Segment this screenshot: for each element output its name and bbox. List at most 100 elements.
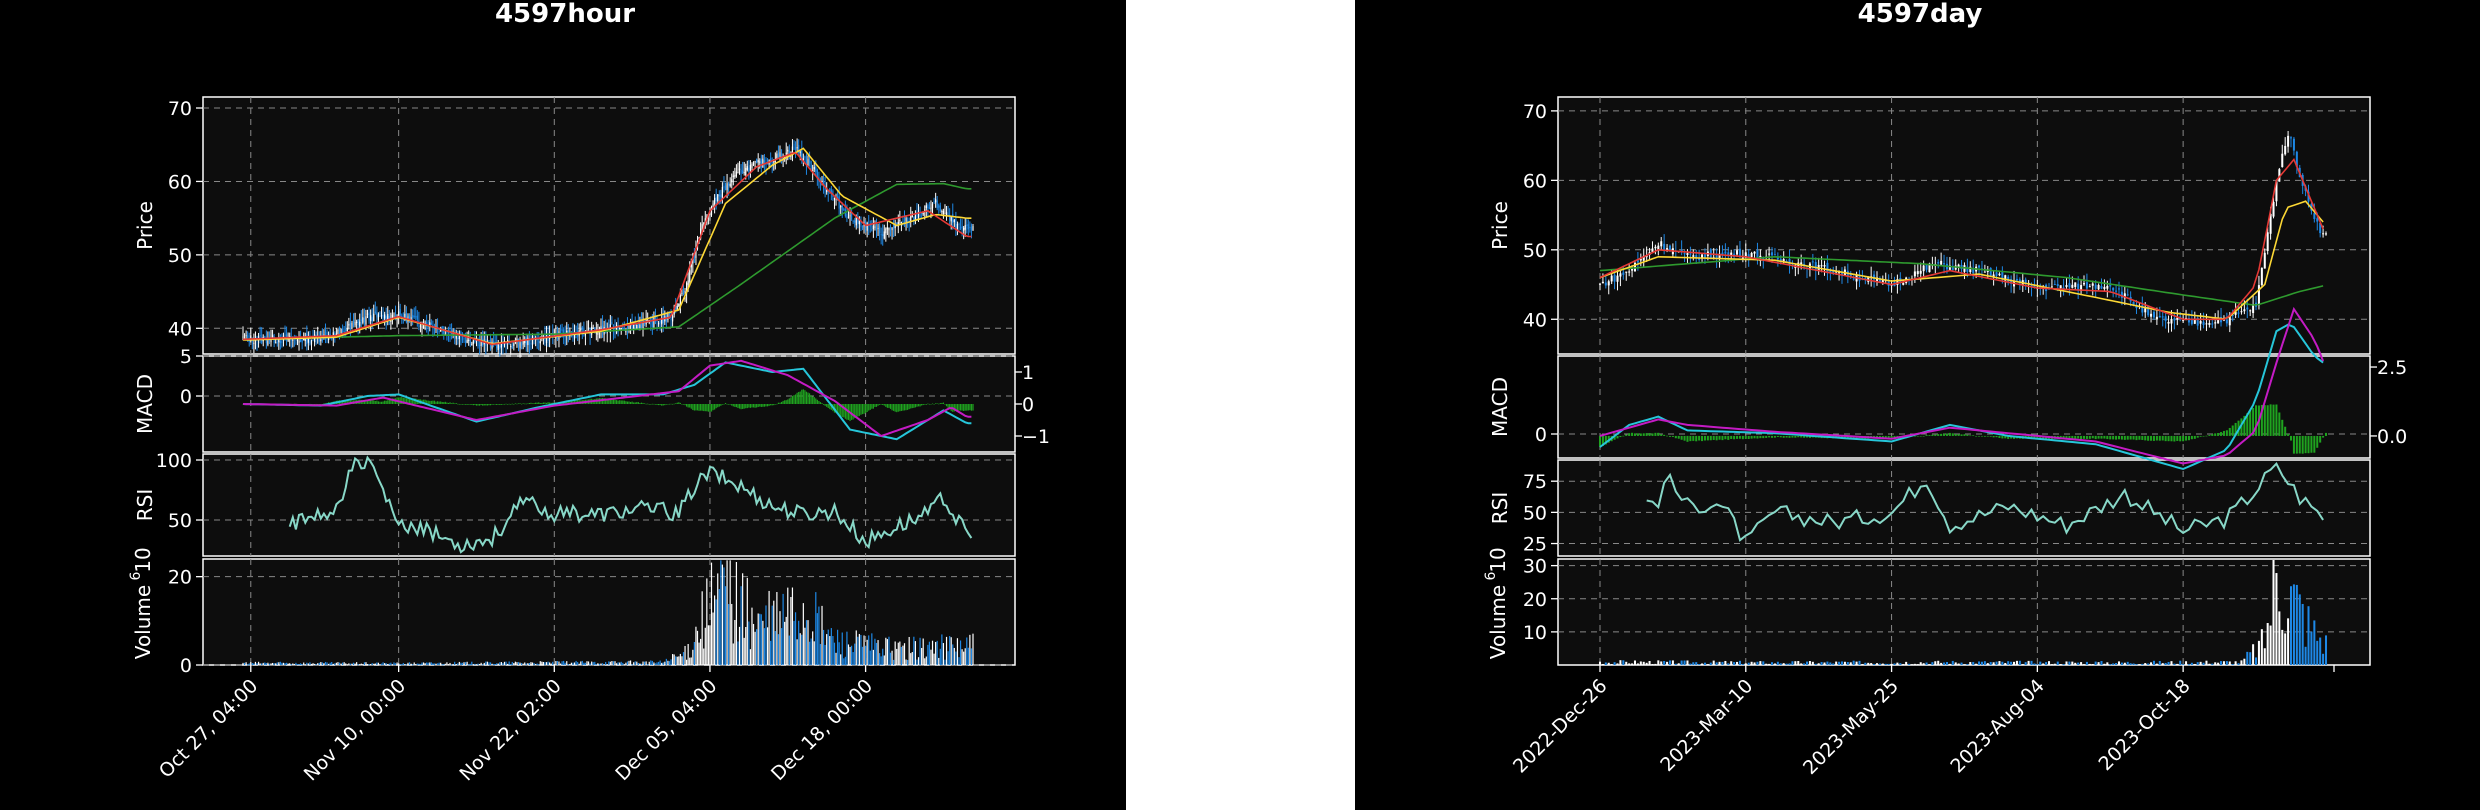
volume-bar <box>1884 663 1887 665</box>
macd-histogram-bar <box>2266 405 2269 436</box>
macd-histogram-bar <box>911 404 913 409</box>
macd-histogram-bar <box>774 404 776 405</box>
volume-exponent-power: 6 <box>1483 571 1499 580</box>
volume-bar <box>1677 663 1680 665</box>
macd-histogram-bar <box>1978 435 1981 437</box>
volume-bar <box>2234 661 2237 665</box>
candle-body <box>740 169 742 174</box>
volume-bar <box>580 661 582 665</box>
volume-bar <box>858 633 860 665</box>
volume-bar <box>1712 660 1715 665</box>
macd-histogram-bar <box>611 399 613 404</box>
candle-body <box>559 328 562 331</box>
candle-body <box>363 317 366 323</box>
macd-histogram-bar <box>2071 435 2074 439</box>
volume-bar <box>1645 662 1648 665</box>
candle-body <box>899 220 901 222</box>
candle-body <box>2053 284 2056 286</box>
price-ytick-label: 50 <box>1523 240 1547 262</box>
candle-body <box>802 158 804 161</box>
candle-body <box>492 341 495 345</box>
candle-body <box>324 331 327 335</box>
macd-histogram-bar <box>2068 435 2071 439</box>
macd-histogram-bar <box>916 404 918 407</box>
volume-bar <box>2033 663 2036 665</box>
macd-histogram-bar <box>665 404 667 405</box>
candle-body <box>944 213 946 215</box>
candle-body <box>1875 277 1879 283</box>
candle-body <box>1753 251 1756 254</box>
volume-bar <box>2167 661 2170 665</box>
volume-bar <box>1922 663 1925 665</box>
candle-body <box>371 317 373 322</box>
candle-body <box>2284 145 2287 155</box>
macd-histogram-bar <box>865 404 867 413</box>
macd-histogram-bar <box>907 404 909 410</box>
candle-body <box>321 338 323 341</box>
candle-body <box>2100 286 2103 289</box>
candle-body <box>1835 271 1838 273</box>
volume-bar <box>886 639 888 665</box>
candle-body <box>478 344 481 346</box>
macd-histogram-bar <box>1663 434 1666 436</box>
volume-exponent-base: 10 <box>1486 547 1510 572</box>
candle-body <box>1663 243 1666 250</box>
macd-histogram-bar <box>542 402 545 404</box>
volume-bar <box>631 664 633 666</box>
candle-body <box>729 183 731 187</box>
volume-bar <box>2141 663 2144 665</box>
macd-histogram-bar <box>606 398 608 404</box>
macd-histogram-bar <box>2103 435 2106 439</box>
macd-histogram-bar <box>1706 435 1709 441</box>
candle-body <box>710 207 713 216</box>
candle-body <box>349 322 351 327</box>
volume-bar <box>385 663 387 665</box>
price-axis-label: Price <box>133 201 157 250</box>
volume-bar <box>875 642 878 665</box>
chart-title: 4597day <box>1858 0 1983 29</box>
volume-bar <box>1803 663 1806 665</box>
volume-bar <box>770 640 772 665</box>
macd-histogram-bar <box>1718 435 1721 440</box>
volume-bar <box>2109 664 2112 666</box>
candle-body <box>1773 254 1776 256</box>
macd-histogram-bar <box>964 404 966 411</box>
macd-histogram-bar <box>1651 433 1654 436</box>
candle-body <box>2126 294 2129 296</box>
volume-bar <box>2304 646 2307 665</box>
candle-body <box>2088 286 2091 288</box>
macd-histogram-bar <box>840 404 842 416</box>
volume-bar <box>815 592 817 665</box>
volume-bar <box>416 663 418 665</box>
x-tick-label: 2023-Mar-10 <box>1656 675 1757 776</box>
volume-bar <box>273 663 275 665</box>
macd-histogram-bar <box>572 400 574 404</box>
candle-body <box>538 341 540 343</box>
macd-histogram-bar <box>664 404 666 406</box>
macd-histogram-bar <box>1998 435 2001 439</box>
macd-histogram-bar <box>745 404 747 409</box>
macd-histogram-bar <box>346 399 348 404</box>
volume-bar <box>712 612 714 665</box>
candle-body <box>412 315 414 318</box>
volume-bar <box>2007 661 2010 665</box>
candle-body <box>1925 264 1928 270</box>
candle-body <box>779 152 781 157</box>
volume-bar <box>625 662 627 665</box>
volume-bar <box>295 662 297 665</box>
macd-histogram-bar <box>966 404 968 411</box>
volume-bar <box>1636 663 1639 665</box>
macd-histogram-bar <box>763 404 766 407</box>
macd-histogram-bar <box>749 404 752 408</box>
volume-bar <box>798 620 800 665</box>
volume-bar <box>2193 663 2196 665</box>
volume-bar <box>507 663 509 665</box>
price-ytick-label: 70 <box>168 98 192 120</box>
macd-histogram-bar <box>1686 435 1689 442</box>
candle-body <box>617 326 619 332</box>
macd-histogram-bar <box>544 402 546 404</box>
volume-bar <box>2176 663 2179 665</box>
volume-bar <box>2138 664 2141 666</box>
volume-bar <box>743 637 745 665</box>
candle-body <box>620 328 622 330</box>
